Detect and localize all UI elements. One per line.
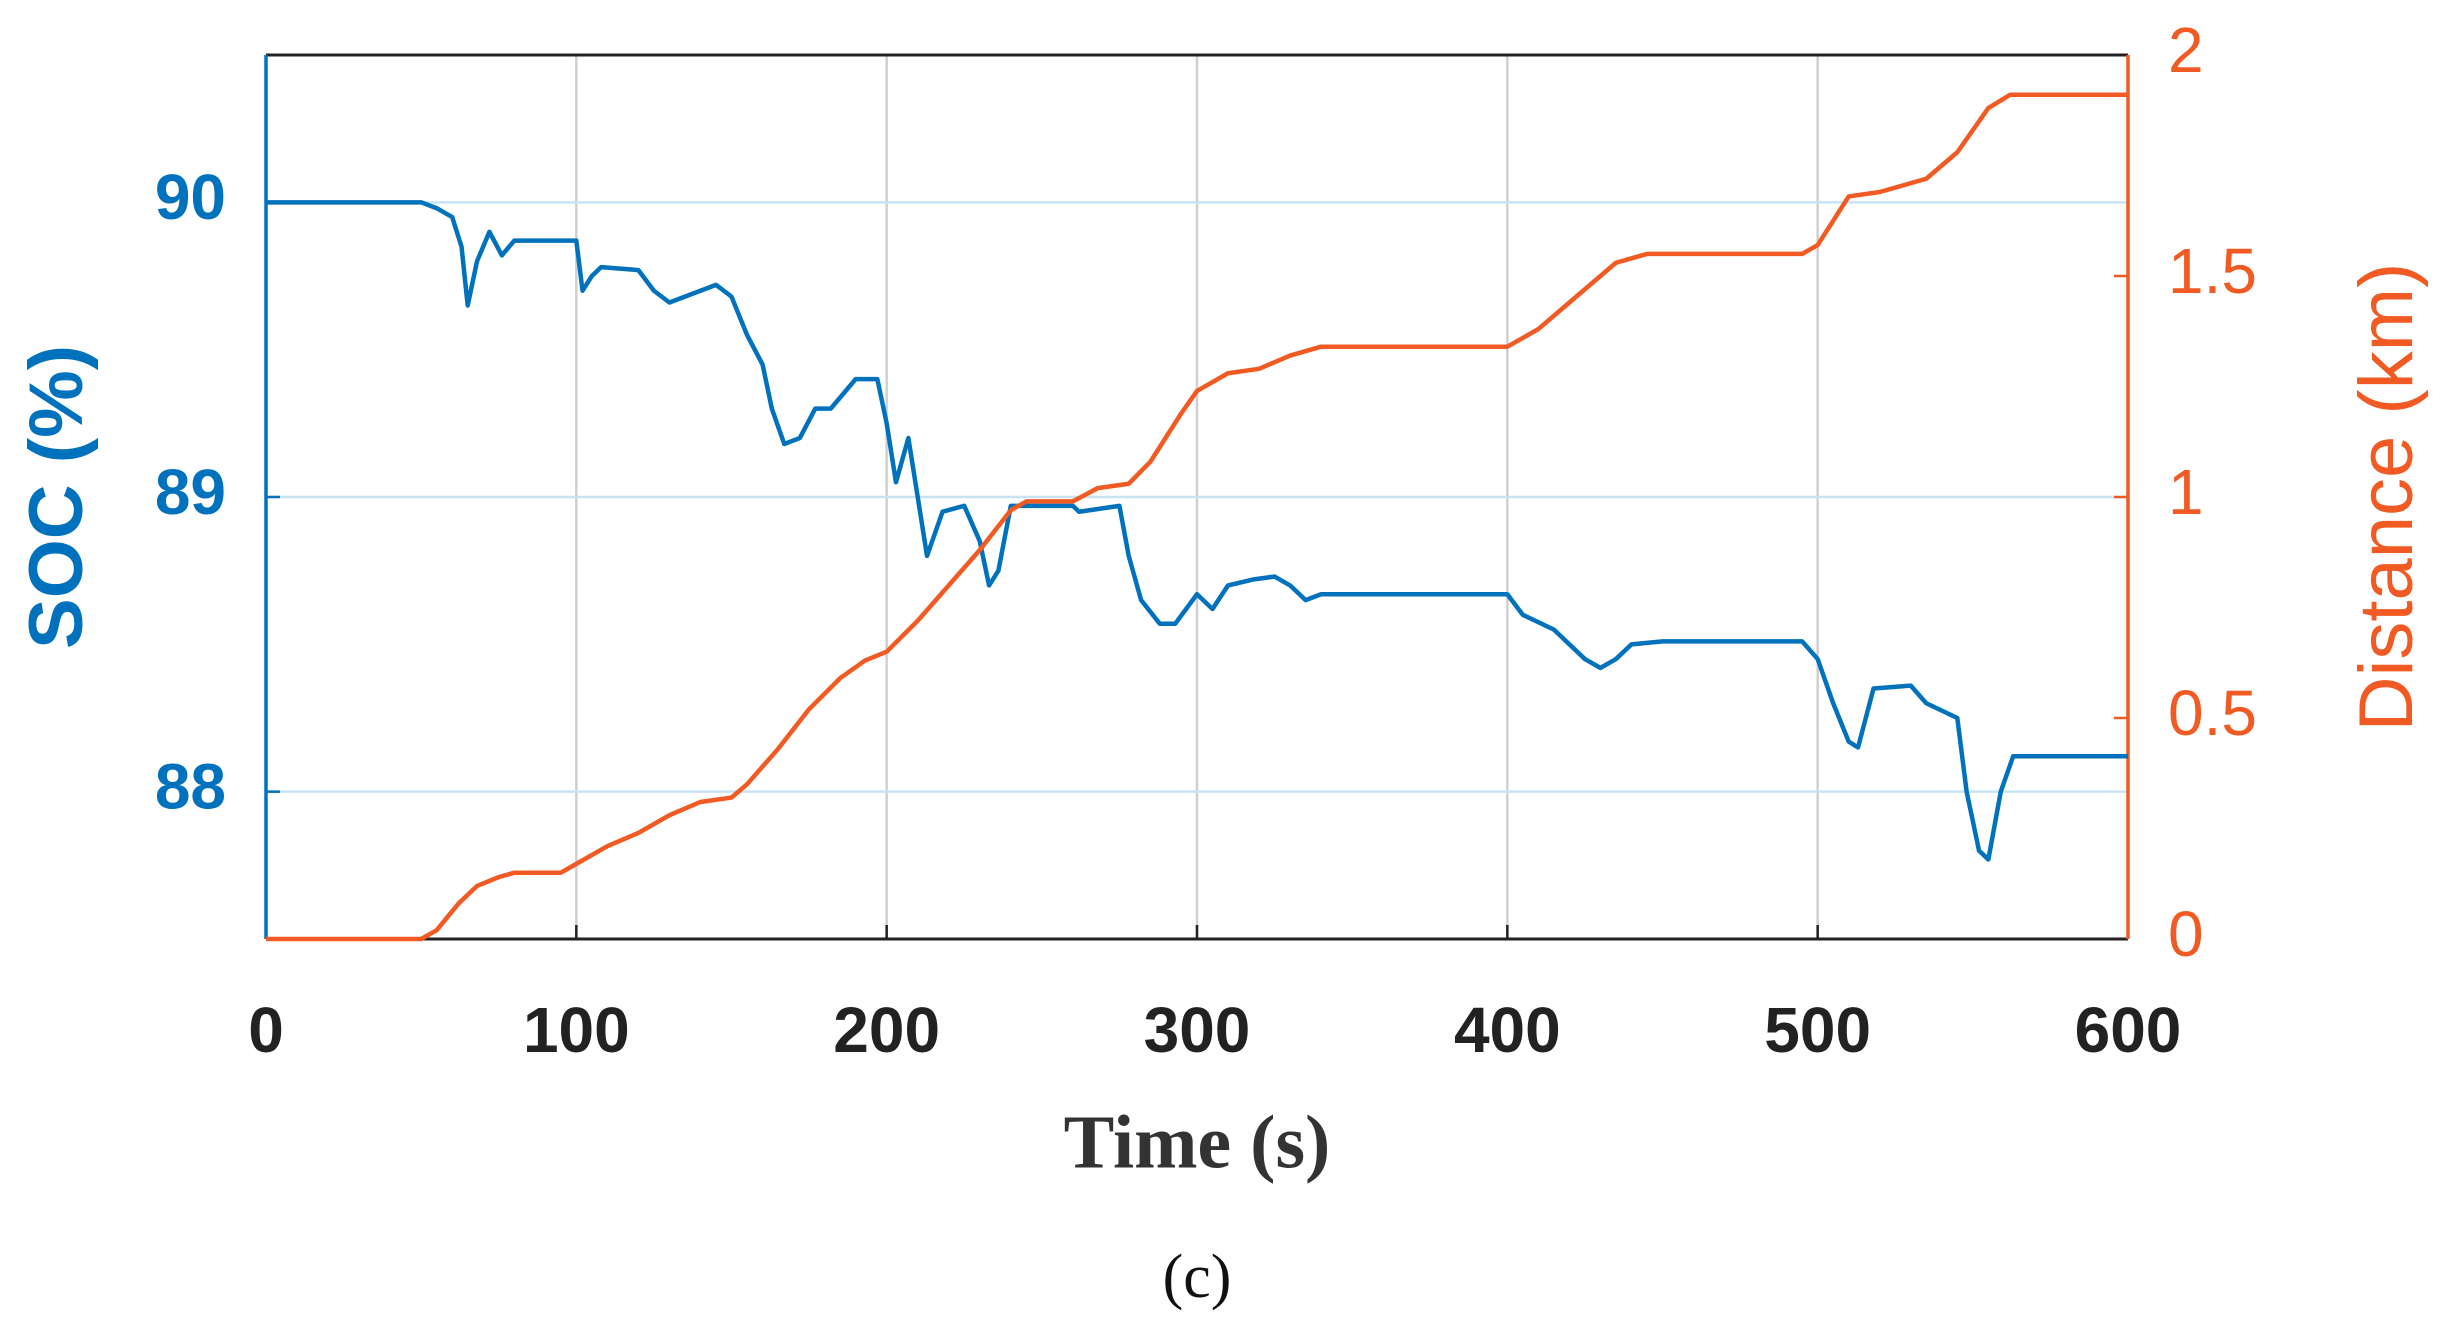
x-tick-label: 500 [1764,994,1871,1066]
x-tick-label: 400 [1454,994,1561,1066]
y2-tick-label: 1.5 [2168,235,2257,307]
y2-tick-label: 0.5 [2168,677,2257,749]
y2-tick-label: 0 [2168,898,2204,970]
x-tick-label: 600 [2075,994,2182,1066]
x-tick-label: 300 [1144,994,1251,1066]
y-tick-label: 88 [155,751,226,823]
data-line [266,200,2128,862]
y-axis-label: SOC (%) [14,345,99,649]
caption: (c) [1163,1243,1232,1311]
x-tick-label: 200 [833,994,940,1066]
y-tick-label: 89 [155,456,226,528]
x-tick-label: 0 [248,994,284,1066]
y2-tick-label: 1 [2168,456,2204,528]
y2-axis-label: Distance (km) [2344,263,2429,732]
data-line [266,92,2128,942]
x-tick-label: 100 [523,994,630,1066]
x-axis-label: Time (s) [1064,1100,1331,1184]
y2-tick-label: 2 [2168,14,2204,86]
y-tick-label: 90 [155,161,226,233]
